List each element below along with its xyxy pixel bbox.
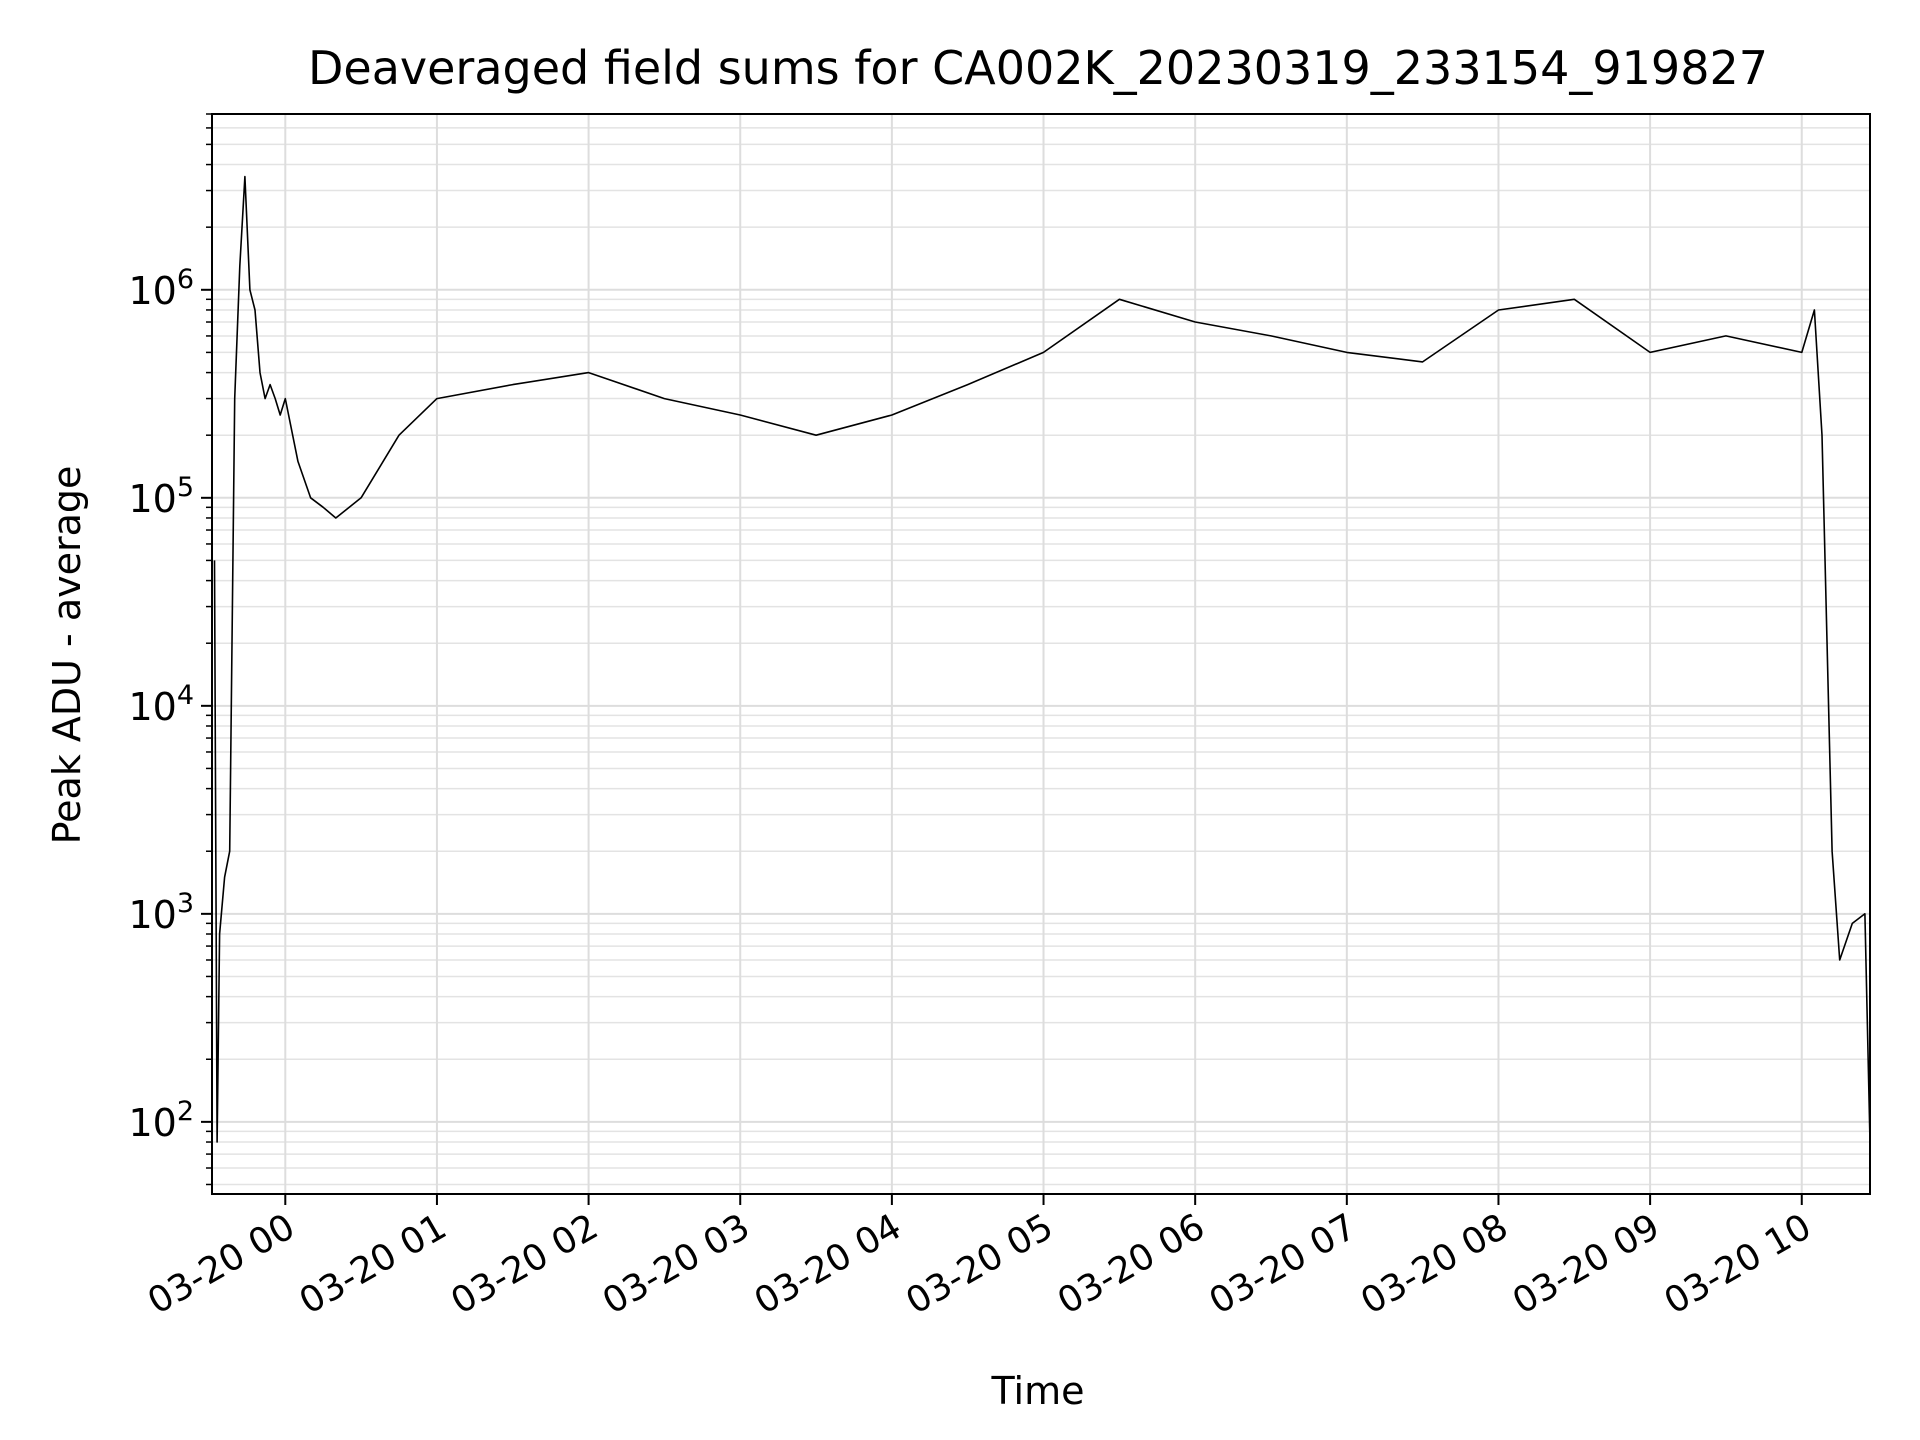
y-tick-label: 104 [128, 680, 194, 729]
grid [212, 113, 1870, 1194]
y-axis-label: Peak ADU - average [45, 466, 89, 845]
series-line [213, 175, 1871, 1143]
axes-frame [211, 113, 1871, 1195]
y-tick-label: 102 [128, 1096, 194, 1145]
y-tick-label: 103 [128, 888, 194, 937]
x-axis-label: Time [991, 1369, 1085, 1413]
chart-title: Deaveraged field sums for CA002K_2023031… [308, 41, 1768, 95]
series-layer [213, 175, 1871, 1143]
y-tick-label: 106 [128, 264, 194, 313]
y-tick-label: 105 [128, 472, 194, 521]
